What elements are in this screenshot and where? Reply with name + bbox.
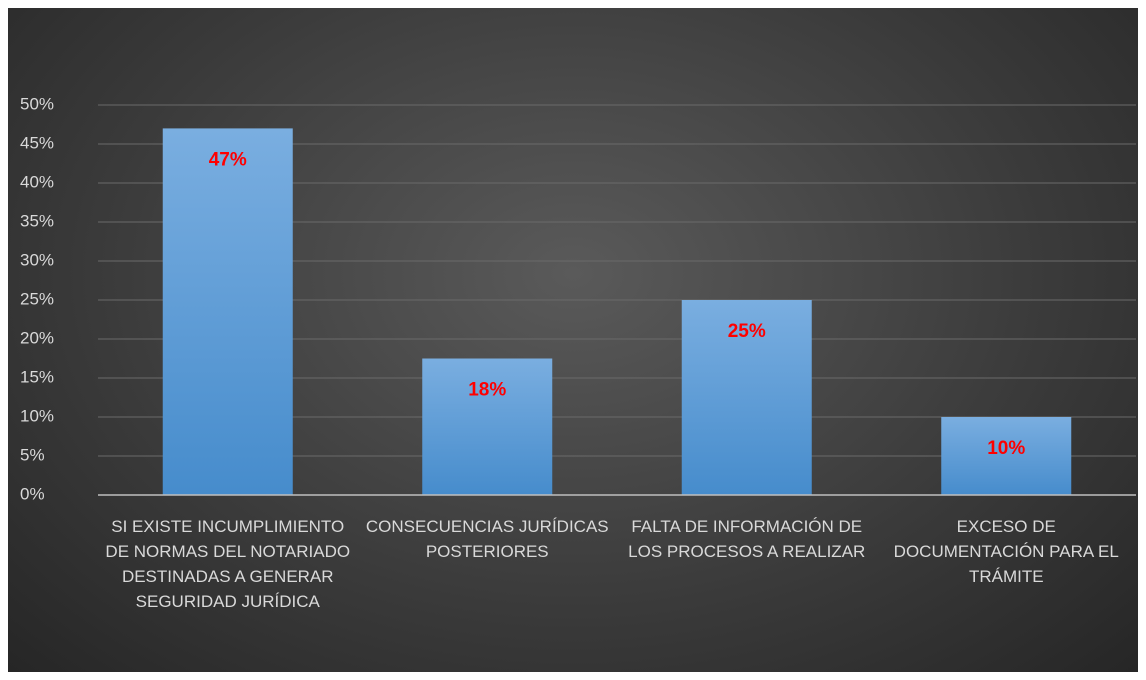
bar [681,300,812,495]
y-tick-label: 45% [20,133,54,152]
y-tick-label: 40% [20,172,54,191]
bar [941,417,1072,495]
x-tick-label: SI EXISTE INCUMPLIMIENTO DE NORMAS DEL N… [105,517,351,611]
y-tick-label: 20% [20,328,54,347]
data-label: 18% [468,380,506,401]
y-tick-label: 5% [20,445,45,464]
x-tick-label: EXCESO DE DOCUMENTACIÓN PARA EL TRÁMITE [893,517,1119,586]
y-tick-label: 0% [20,484,45,503]
y-tick-label: 35% [20,211,54,230]
y-tick-label: 15% [20,367,54,386]
bar [162,128,293,495]
x-tick-label: CONSECUENCIAS JURÍDICAS POSTERIORES [365,517,609,561]
y-tick-label: 50% [20,94,54,113]
data-label: 47% [209,149,247,170]
data-label: 25% [728,321,766,342]
y-tick-label: 30% [20,250,54,269]
y-tick-label: 10% [20,406,54,425]
y-tick-label: 25% [20,289,54,308]
data-label: 10% [987,438,1025,459]
bar [422,358,553,495]
x-tick-label: FALTA DE INFORMACIÓN DE LOS PROCESOS A R… [628,517,866,561]
